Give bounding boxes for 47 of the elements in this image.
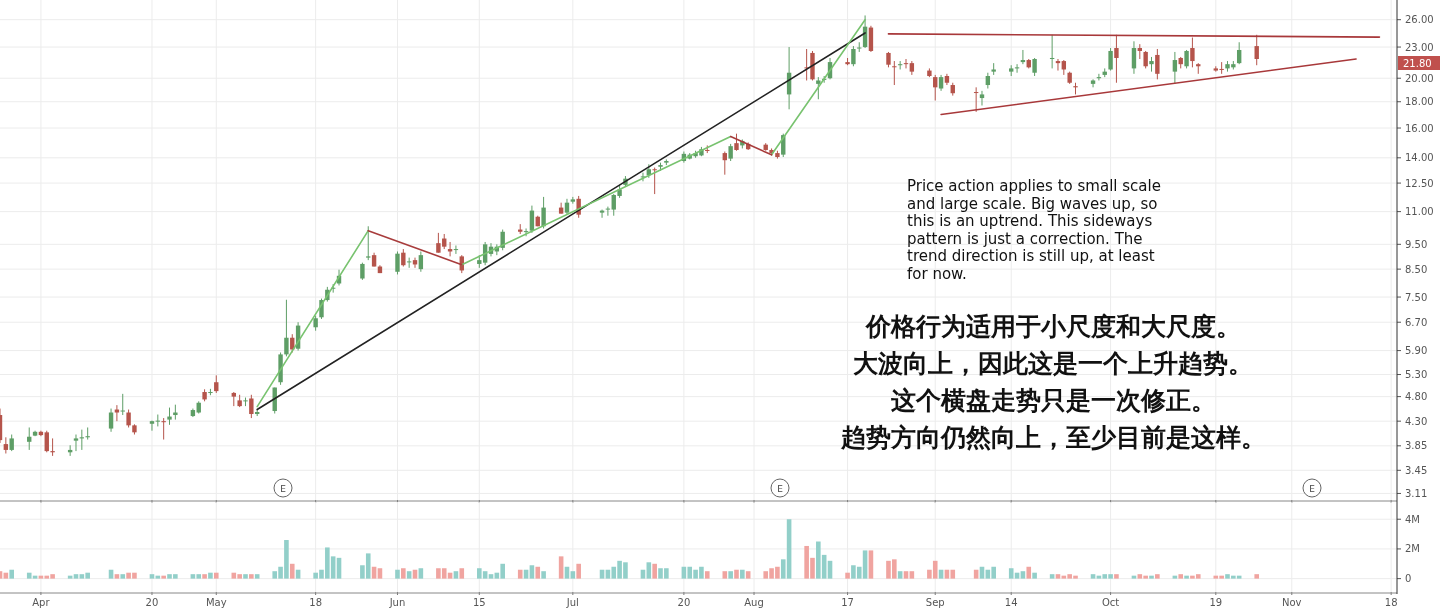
y-tick-label: 20.00 (1405, 72, 1434, 84)
annotation: E (280, 483, 287, 494)
y-tick-label: 3.85 (1405, 440, 1428, 452)
x-tick-label: 18 (309, 597, 323, 608)
x-tick-label: 20 (677, 597, 691, 608)
y-tick-label: 12.50 (1405, 177, 1434, 189)
y-tick-label: 8.50 (1405, 263, 1428, 275)
x-tick-label: Jun (388, 597, 406, 608)
y-tick-label: 2M (1405, 543, 1420, 555)
annotation: E (1309, 483, 1316, 494)
text: 21.80 (1403, 58, 1432, 69)
x-tick-label: Apr (32, 597, 51, 608)
x-tick-label: Oct (1101, 597, 1120, 608)
y-tick-label: 5.30 (1405, 369, 1428, 381)
x-tick-label: 15 (472, 597, 486, 608)
y-tick-label: 23.00 (1405, 41, 1434, 53)
y-tick-label: 4.30 (1405, 415, 1428, 427)
x-tick-label: Aug (744, 597, 764, 608)
x-tick-label: 14 (1004, 597, 1018, 608)
y-tick-label: 3.11 (1405, 487, 1428, 499)
x-tick-label: 20 (145, 597, 159, 608)
y-tick-label: 3.45 (1405, 464, 1428, 476)
y-tick-label: 18.00 (1405, 96, 1434, 108)
y-tick-label: 4M (1405, 513, 1420, 525)
x-tick-label: 19 (1209, 597, 1223, 608)
y-tick-label: 0 (1405, 573, 1412, 585)
x-tick-label: Jul (565, 597, 579, 608)
y-tick-label: 5.90 (1405, 345, 1428, 357)
y-tick-label: 6.70 (1405, 316, 1428, 328)
annotation: 这个横盘走势只是一次修正。 (890, 386, 1216, 415)
y-tick-label: 16.00 (1405, 122, 1434, 134)
y-tick-label: 11.00 (1405, 206, 1434, 218)
x-tick-label: 17 (841, 597, 854, 608)
annotation: 大波向上，因此这是一个上升趋势。 (853, 349, 1253, 378)
x-tick-label: Sep (925, 597, 945, 608)
x-tick-label: 18 (1384, 597, 1398, 608)
y-tick-label: 4.80 (1405, 391, 1428, 403)
y-tick-label: 14.00 (1405, 152, 1434, 164)
annotation: E (777, 483, 784, 494)
annotation: Price action applies to small scale and large scale. Big waves up, so this is an uptrend. This sideways pattern is just a correction. The trend direction is still up, at least for now. (907, 177, 1161, 283)
annotation: 趋势方向仍然向上，至少目前是这样。 (839, 423, 1266, 452)
y-tick-label: 7.50 (1405, 291, 1428, 303)
annotation: 价格行为适用于小尺度和大尺度。 (864, 312, 1241, 341)
y-tick-label: 26.00 (1405, 14, 1434, 26)
x-tick-label: May (205, 597, 227, 608)
y-tick-label: 9.50 (1405, 238, 1428, 250)
x-tick-label: Nov (1282, 597, 1302, 608)
